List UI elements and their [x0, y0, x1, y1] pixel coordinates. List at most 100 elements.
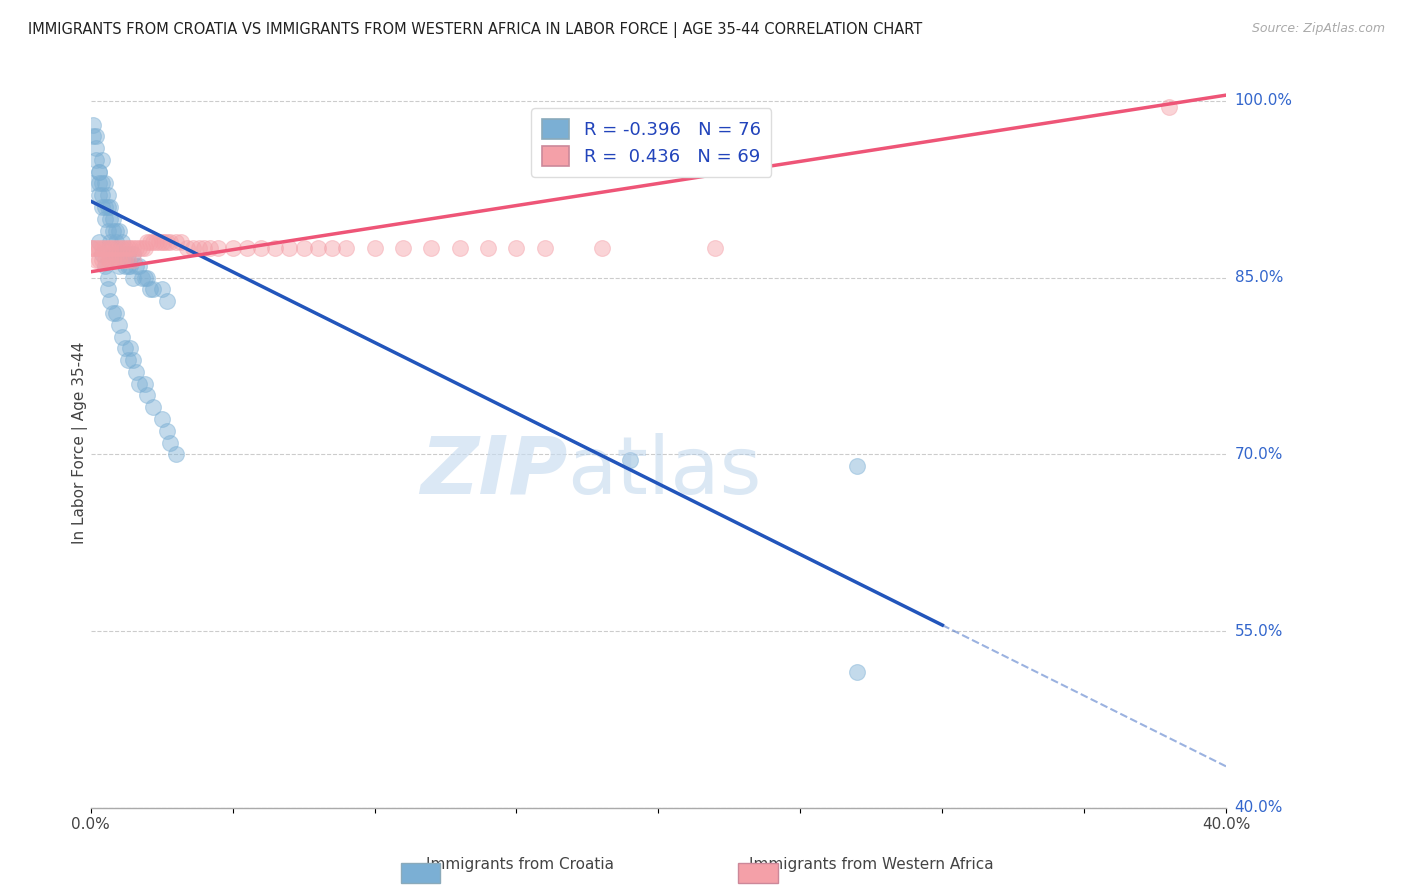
Point — [94, 177, 117, 191]
Point — [84, 141, 107, 155]
Point — [89, 252, 111, 267]
Point — [449, 241, 471, 255]
Point — [176, 241, 198, 255]
Point — [91, 177, 114, 191]
Point — [619, 453, 641, 467]
Point — [111, 329, 134, 343]
Point — [89, 164, 111, 178]
Point — [79, 241, 101, 255]
Point — [114, 252, 136, 267]
Point — [134, 376, 156, 391]
Point — [117, 247, 139, 261]
Point — [108, 223, 131, 237]
Point — [159, 435, 181, 450]
Point — [89, 235, 111, 250]
Text: 100.0%: 100.0% — [1234, 94, 1292, 109]
Point — [108, 241, 131, 255]
Point — [591, 241, 613, 255]
Point — [97, 200, 120, 214]
Text: ZIP: ZIP — [420, 433, 568, 511]
Point — [117, 259, 139, 273]
Point — [117, 353, 139, 368]
Point — [128, 376, 150, 391]
Point — [122, 252, 145, 267]
Point — [150, 282, 173, 296]
Point — [156, 424, 179, 438]
Point — [84, 153, 107, 167]
Point — [142, 401, 165, 415]
Point — [136, 270, 159, 285]
Point — [108, 247, 131, 261]
Point — [139, 282, 162, 296]
Point — [170, 235, 193, 250]
Point — [704, 241, 727, 255]
Point — [108, 252, 131, 267]
Point — [505, 241, 527, 255]
Point — [335, 241, 357, 255]
Point — [207, 241, 229, 255]
Point — [120, 259, 142, 273]
Point — [84, 241, 107, 255]
Text: atlas: atlas — [568, 433, 762, 511]
Point — [198, 241, 221, 255]
Point — [125, 365, 148, 379]
Point — [165, 447, 187, 461]
Point — [278, 241, 301, 255]
Point — [125, 241, 148, 255]
Text: Immigrants from Croatia: Immigrants from Croatia — [426, 857, 614, 872]
Point — [100, 211, 122, 226]
Point — [156, 235, 179, 250]
Point — [193, 241, 215, 255]
Point — [150, 412, 173, 426]
Point — [103, 306, 125, 320]
Point — [105, 241, 128, 255]
Point — [122, 241, 145, 255]
Point — [100, 252, 122, 267]
Point — [100, 241, 122, 255]
Point — [91, 153, 114, 167]
Point — [420, 241, 443, 255]
Point — [292, 241, 315, 255]
Point — [131, 270, 153, 285]
Point — [89, 177, 111, 191]
Point — [82, 118, 104, 132]
Point — [117, 252, 139, 267]
Point — [114, 247, 136, 261]
Point — [97, 223, 120, 237]
Point — [91, 247, 114, 261]
Point — [97, 252, 120, 267]
Point — [125, 259, 148, 273]
Text: 55.0%: 55.0% — [1234, 624, 1282, 639]
Point — [97, 241, 120, 255]
Point — [120, 342, 142, 356]
Point — [307, 241, 329, 255]
Point — [89, 241, 111, 255]
Point — [105, 252, 128, 267]
Point — [97, 270, 120, 285]
Point — [534, 241, 557, 255]
Point — [165, 235, 187, 250]
Point — [131, 241, 153, 255]
Point — [97, 188, 120, 202]
Point — [103, 247, 125, 261]
Legend: R = -0.396   N = 76, R =  0.436   N = 69: R = -0.396 N = 76, R = 0.436 N = 69 — [531, 108, 772, 177]
Point — [105, 247, 128, 261]
Point — [114, 241, 136, 255]
Point — [117, 241, 139, 255]
Point — [84, 129, 107, 144]
Point — [136, 235, 159, 250]
Point — [103, 241, 125, 255]
Point — [477, 241, 499, 255]
Point — [91, 200, 114, 214]
Point — [145, 235, 167, 250]
Point — [122, 353, 145, 368]
Point — [250, 241, 273, 255]
Point — [187, 241, 209, 255]
Point — [111, 241, 134, 255]
Point — [221, 241, 243, 255]
Point — [111, 252, 134, 267]
Point — [139, 235, 162, 250]
Point — [103, 252, 125, 267]
Point — [97, 282, 120, 296]
Point — [79, 177, 101, 191]
